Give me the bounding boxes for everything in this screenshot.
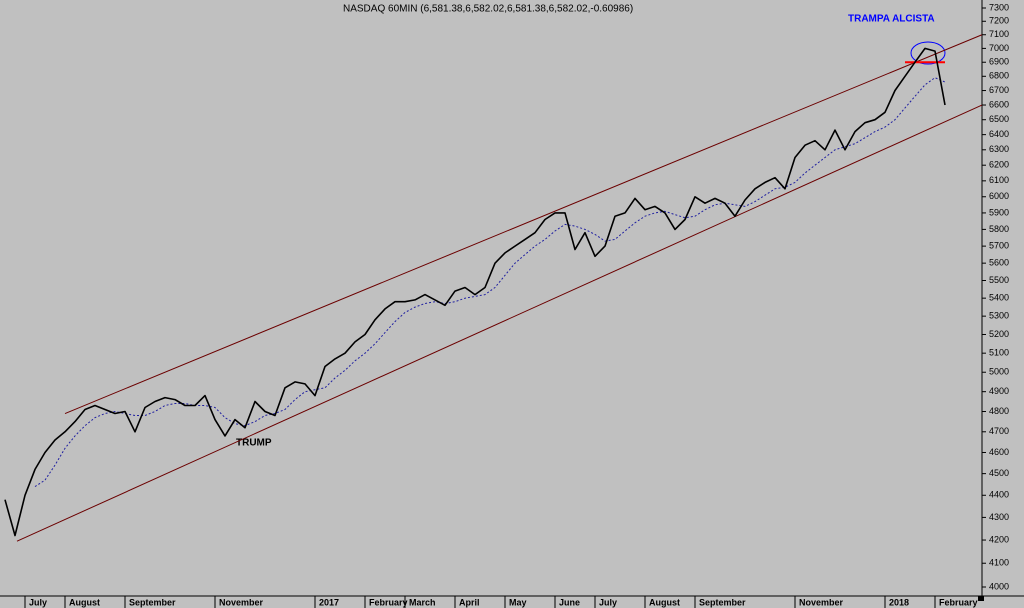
moving-average-line [34, 77, 946, 488]
x-tick-label: September [699, 597, 746, 607]
y-tick-label: 5400 [989, 293, 1009, 303]
x-tick-label: August [69, 597, 100, 607]
x-tick-label: February [369, 597, 408, 607]
x-tick-label: July [599, 597, 617, 607]
x-tick-label: June [559, 597, 580, 607]
annotation: TRAMPA ALCISTA [848, 14, 935, 25]
chart-title: NASDAQ 60MIN (6,581.38,6,582.02,6,581.38… [343, 4, 633, 15]
y-tick-label: 4000 [989, 581, 1009, 591]
x-tick-label: March [409, 597, 436, 607]
y-tick-label: 6100 [989, 175, 1009, 185]
y-tick-label: 5200 [989, 329, 1009, 339]
y-tick-label: 7100 [989, 29, 1009, 39]
y-tick-label: 5800 [989, 224, 1009, 234]
x-tick-label: August [649, 597, 680, 607]
y-tick-label: 6000 [989, 191, 1009, 201]
axis-corner [978, 596, 984, 601]
y-tick-label: 5700 [989, 240, 1009, 250]
y-tick-label: 5600 [989, 258, 1009, 268]
y-tick-label: 6600 [989, 99, 1009, 109]
y-tick-label: 6700 [989, 85, 1009, 95]
annotation: TRUMP [236, 438, 272, 449]
y-tick-label: 4900 [989, 386, 1009, 396]
x-tick-label: May [509, 597, 527, 607]
x-tick-label: 2018 [889, 597, 909, 607]
y-tick-label: 4700 [989, 426, 1009, 436]
y-tick-label: 6800 [989, 71, 1009, 81]
x-tick-label: 2017 [319, 597, 339, 607]
y-tick-label: 7000 [989, 43, 1009, 53]
x-tick-label: September [129, 597, 176, 607]
x-tick-label: July [29, 597, 47, 607]
y-tick-label: 5000 [989, 367, 1009, 377]
y-tick-label: 4800 [989, 406, 1009, 416]
x-tick-label: November [799, 597, 844, 607]
y-tick-label: 4200 [989, 534, 1009, 544]
x-tick-label: February [939, 597, 978, 607]
highlight-ellipse [910, 41, 946, 65]
y-tick-label: 6200 [989, 160, 1009, 170]
y-tick-label: 5500 [989, 275, 1009, 285]
x-tick-label: April [459, 597, 480, 607]
y-tick-label: 5900 [989, 207, 1009, 217]
y-tick-label: 7300 [989, 2, 1009, 12]
y-tick-label: 4300 [989, 512, 1009, 522]
trendline [16, 104, 983, 542]
y-tick-label: 4400 [989, 490, 1009, 500]
y-tick-label: 6500 [989, 114, 1009, 124]
x-tick-label: November [219, 597, 264, 607]
y-tick-label: 4600 [989, 447, 1009, 457]
trendline [64, 34, 983, 414]
y-tick-label: 4100 [989, 558, 1009, 568]
y-tick-label: 6400 [989, 129, 1009, 139]
y-tick-label: 5300 [989, 311, 1009, 321]
y-tick-label: 6300 [989, 144, 1009, 154]
price-line [4, 47, 946, 537]
y-tick-label: 6900 [989, 57, 1009, 67]
y-tick-label: 4500 [989, 468, 1009, 478]
y-tick-label: 5100 [989, 348, 1009, 358]
y-tick-label: 7200 [989, 16, 1009, 26]
